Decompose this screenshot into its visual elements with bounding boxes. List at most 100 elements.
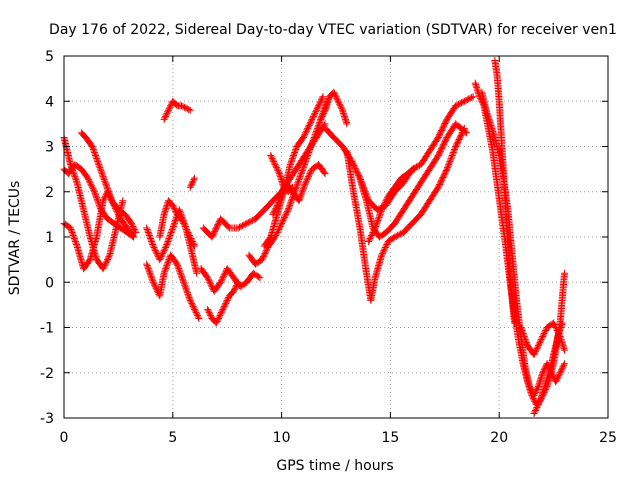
data-point-marker xyxy=(309,114,317,122)
data-point-marker xyxy=(247,217,255,225)
data-point-marker xyxy=(451,144,459,152)
series-trace-d xyxy=(77,129,140,236)
data-point-marker xyxy=(143,262,151,270)
data-point-marker xyxy=(73,241,81,249)
data-point-marker xyxy=(275,168,283,176)
series-trace-q xyxy=(317,88,351,128)
data-point-marker xyxy=(151,281,159,289)
data-point-marker xyxy=(238,222,246,230)
data-point-marker xyxy=(380,247,388,255)
data-point-marker xyxy=(296,194,304,202)
data-point-marker xyxy=(194,313,202,321)
data-point-marker xyxy=(72,239,80,247)
data-point-marker xyxy=(537,337,545,345)
data-point-marker xyxy=(278,218,286,226)
data-point-marker xyxy=(195,314,203,322)
data-point-marker xyxy=(191,174,199,182)
data-point-marker xyxy=(96,165,104,173)
data-point-marker xyxy=(160,247,168,255)
data-point-marker xyxy=(296,174,304,182)
data-point-marker xyxy=(234,278,242,286)
y-tick-labels: -3 -2 -1 0 1 2 3 4 5 xyxy=(40,49,54,427)
data-point-marker xyxy=(150,280,158,288)
series-trace-h xyxy=(160,97,194,123)
data-point-marker xyxy=(374,215,382,223)
data-point-marker xyxy=(159,250,167,258)
data-point-marker xyxy=(234,224,242,232)
data-point-marker xyxy=(189,177,197,185)
data-point-marker xyxy=(307,118,315,126)
data-point-marker xyxy=(164,257,172,265)
data-point-marker xyxy=(71,236,79,244)
data-point-marker xyxy=(335,99,343,107)
data-point-marker xyxy=(550,319,558,327)
data-point-marker xyxy=(530,409,538,417)
data-point-marker xyxy=(537,336,545,344)
data-point-marker xyxy=(144,263,152,271)
data-point-marker xyxy=(259,254,267,262)
data-point-marker xyxy=(212,319,220,327)
data-point-marker xyxy=(101,177,109,185)
data-point-marker xyxy=(67,161,75,169)
data-point-marker xyxy=(175,266,183,274)
data-point-marker xyxy=(379,248,387,256)
data-point-marker xyxy=(172,216,180,224)
data-point-marker xyxy=(275,197,283,205)
data-point-marker xyxy=(90,149,98,157)
data-point-marker xyxy=(178,272,186,280)
data-point-marker xyxy=(537,394,545,402)
data-point-marker xyxy=(534,400,542,408)
data-point-marker xyxy=(105,253,113,261)
data-point-marker xyxy=(555,372,563,380)
data-point-marker xyxy=(310,135,318,143)
data-point-marker xyxy=(271,206,279,214)
data-point-marker xyxy=(149,278,157,286)
data-point-marker xyxy=(287,184,295,192)
data-point-marker xyxy=(186,183,194,191)
data-point-marker xyxy=(303,153,311,161)
data-point-marker xyxy=(302,177,310,185)
data-point-marker xyxy=(333,94,341,102)
data-point-marker xyxy=(280,215,288,223)
data-point-marker xyxy=(311,109,319,117)
data-point-marker xyxy=(305,149,313,157)
data-point-marker xyxy=(306,144,314,152)
data-point-marker xyxy=(315,120,323,128)
data-point-marker xyxy=(271,161,279,169)
data-point-marker xyxy=(93,194,101,202)
data-point-marker xyxy=(312,106,320,114)
data-point-marker xyxy=(223,296,231,304)
data-point-marker xyxy=(220,271,228,279)
data-point-marker xyxy=(355,173,363,181)
data-point-marker xyxy=(373,218,381,226)
data-point-marker xyxy=(290,150,298,158)
data-point-marker xyxy=(520,331,528,339)
data-point-marker xyxy=(452,102,460,110)
data-point-marker xyxy=(560,346,568,354)
data-point-marker xyxy=(204,305,212,313)
data-point-marker xyxy=(297,191,305,199)
data-point-marker xyxy=(191,307,199,315)
data-point-marker xyxy=(181,283,189,291)
data-point-marker xyxy=(96,164,104,172)
data-point-marker xyxy=(101,262,109,270)
data-point-marker xyxy=(463,129,471,137)
data-point-marker xyxy=(182,286,190,294)
data-point-marker xyxy=(206,310,214,318)
data-point-marker xyxy=(171,206,179,214)
data-point-marker xyxy=(365,238,373,246)
data-point-marker xyxy=(310,111,318,119)
data-point-marker xyxy=(410,165,418,173)
data-point-marker xyxy=(262,248,270,256)
data-point-marker xyxy=(306,146,314,154)
data-point-marker xyxy=(261,250,269,258)
data-point-marker xyxy=(180,278,188,286)
data-point-marker xyxy=(302,156,310,164)
data-point-marker xyxy=(331,91,339,99)
data-point-marker xyxy=(255,273,263,281)
data-point-marker xyxy=(319,111,327,119)
data-point-marker xyxy=(222,299,230,307)
data-point-marker xyxy=(94,159,102,167)
series-trace-j xyxy=(197,265,264,295)
